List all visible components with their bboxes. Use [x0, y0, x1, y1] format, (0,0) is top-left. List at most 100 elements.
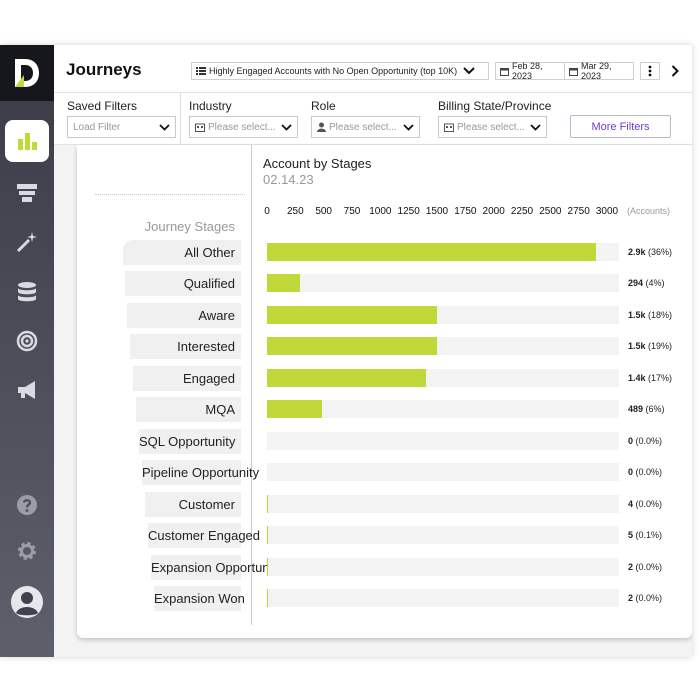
stage-label[interactable]: Interested	[130, 334, 241, 360]
stage-label[interactable]: Expansion Opportunity	[151, 554, 283, 580]
role-label: Role	[311, 99, 336, 113]
bar-percent: (18%)	[645, 309, 673, 320]
bar-value: 1.5k	[628, 341, 646, 352]
logo-icon	[15, 59, 39, 87]
nav-database[interactable]	[0, 270, 54, 314]
gear-icon	[18, 542, 36, 560]
bar-value: 294	[628, 278, 644, 289]
x-tick-label: 2750	[567, 206, 590, 217]
chevron-down-icon	[403, 123, 414, 131]
bar-value-label: 4 (0.0%)	[628, 495, 662, 513]
filter-bar: Saved Filters Load Filter Industry Pleas…	[54, 93, 692, 145]
nav-help[interactable]	[0, 483, 54, 527]
stage-label[interactable]: Engaged	[133, 365, 241, 391]
industry-placeholder: Please select...	[208, 121, 276, 133]
more-filters-button[interactable]: More Filters	[570, 115, 671, 138]
saved-filters-placeholder: Load Filter	[73, 121, 121, 133]
saved-filters-select[interactable]: Load Filter	[67, 116, 176, 138]
billing-select[interactable]: Please select...	[438, 116, 547, 138]
axis-unit-label: (Accounts)	[627, 206, 671, 216]
logo[interactable]	[0, 45, 54, 101]
main-content: Account by Stages 02.14.23 Journey Stage…	[54, 145, 692, 657]
nav-campaigns[interactable]	[0, 368, 54, 412]
separator	[95, 194, 245, 195]
bar-value-label: 0 (0.0%)	[628, 463, 662, 481]
role-select[interactable]: Please select...	[311, 116, 420, 138]
page-title: Journeys	[66, 60, 142, 79]
nav-settings[interactable]	[0, 529, 54, 573]
bar-qualified[interactable]	[267, 274, 301, 293]
bar-value: 5	[628, 530, 634, 541]
building-icon	[444, 123, 454, 132]
calendar-icon	[569, 67, 578, 76]
stage-label[interactable]: Expansion Won	[154, 585, 245, 611]
bar-chart-icon	[18, 133, 37, 150]
nav-dashboard[interactable]	[0, 119, 54, 163]
x-tick-label: 1500	[425, 206, 449, 217]
stage-label[interactable]: SQL Opportunity	[139, 428, 241, 454]
bar-percent: (0.0%)	[633, 592, 663, 603]
x-tick-label: 250	[286, 206, 304, 217]
app-window: Journeys Highly Engaged Accounts with No…	[0, 45, 692, 657]
header: Journeys Highly Engaged Accounts with No…	[54, 45, 692, 93]
date-end-picker[interactable]: Mar 29, 2023	[564, 61, 634, 81]
nav-target[interactable]	[0, 319, 54, 363]
sidebar	[0, 45, 54, 657]
bar-value: 2	[628, 592, 634, 603]
stage-label[interactable]: Customer Engaged	[148, 523, 260, 549]
segment-select[interactable]: Highly Engaged Accounts with No Open Opp…	[191, 62, 489, 80]
bar-mqa[interactable]	[267, 400, 323, 419]
stage-label[interactable]: Aware	[127, 302, 241, 328]
magic-wand-icon	[16, 232, 37, 253]
bar-value: 2.9k	[628, 247, 646, 257]
x-tick-label: 1250	[397, 206, 420, 217]
bar-expansion-won[interactable]	[267, 588, 268, 607]
chart-card: Account by Stages 02.14.23 Journey Stage…	[77, 145, 692, 638]
bar-value: 2	[628, 561, 634, 572]
bar-value-label: 5 (0.1%)	[628, 526, 662, 544]
next-button[interactable]	[665, 62, 685, 80]
x-tick-label: 1750	[454, 206, 477, 217]
calendar-icon	[500, 67, 509, 76]
bar-all-other[interactable]	[267, 243, 596, 261]
stage-label[interactable]: Pipeline Opportunity	[142, 460, 259, 486]
bar-value: 4	[628, 498, 634, 509]
stage-label[interactable]: All Other	[123, 240, 241, 265]
bar-customer-engaged[interactable]	[267, 526, 268, 545]
x-tick-label: 1000	[369, 206, 392, 217]
bar-expansion-opportunity[interactable]	[267, 557, 268, 576]
bar-engaged[interactable]	[267, 368, 426, 387]
stage-label[interactable]: Qualified	[125, 271, 241, 297]
chart-subtitle: 02.14.23	[263, 172, 314, 187]
date-start-picker[interactable]: Feb 28, 2023	[495, 61, 565, 81]
nav-funnel[interactable]	[0, 171, 54, 215]
stage-label[interactable]: Customer	[145, 491, 241, 517]
target-icon	[16, 330, 38, 352]
bar-aware[interactable]	[267, 305, 437, 324]
bar-value: 0	[628, 435, 634, 446]
stages-heading: Journey Stages	[144, 219, 235, 234]
bar-value: 0	[628, 467, 634, 478]
bar-track	[267, 494, 619, 513]
bar-value-label: 2.9k (36%)	[628, 243, 672, 261]
stage-label[interactable]: MQA	[136, 397, 241, 423]
bar-track	[267, 463, 619, 482]
funnel-icon	[17, 184, 37, 202]
more-options-button[interactable]	[640, 62, 660, 80]
chevron-down-icon	[530, 123, 541, 131]
x-tick-label: 500	[315, 206, 332, 217]
bar-percent: (0.0%)	[633, 467, 663, 478]
bar-track	[267, 400, 619, 419]
chevron-down-icon	[463, 67, 475, 75]
bar-customer[interactable]	[267, 494, 268, 513]
bar-value: 1.5k	[628, 309, 646, 320]
billing-label: Billing State/Province	[438, 99, 552, 113]
industry-select[interactable]: Please select...	[189, 116, 298, 138]
bar-percent: (0.0%)	[633, 435, 663, 446]
user-avatar[interactable]	[0, 580, 54, 624]
bar-interested[interactable]	[267, 337, 437, 356]
nav-magic[interactable]	[0, 220, 54, 264]
date-end-label: Mar 29, 2023	[581, 61, 612, 81]
bar-track	[267, 557, 619, 576]
billing-placeholder: Please select...	[457, 121, 525, 133]
